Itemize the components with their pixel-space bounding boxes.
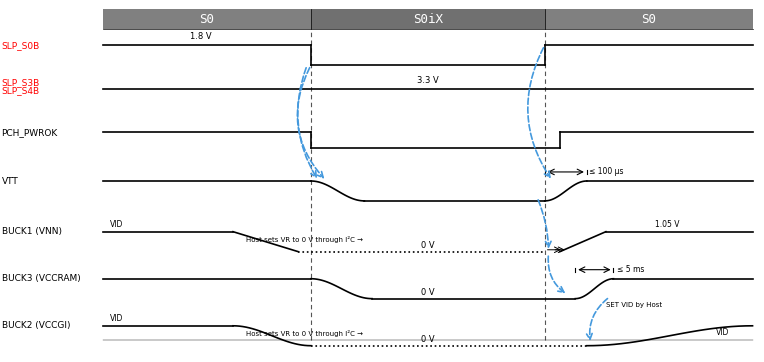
Text: 0 V: 0 V (421, 241, 435, 250)
Text: S0: S0 (641, 13, 656, 25)
Text: 3.3 V: 3.3 V (417, 76, 439, 85)
Text: S0iX: S0iX (413, 13, 443, 25)
Text: ≤ 100 µs: ≤ 100 µs (589, 168, 623, 176)
Text: VID: VID (110, 220, 123, 229)
Text: ≤ 5 ms: ≤ 5 ms (617, 265, 645, 274)
Text: BUCK3 (VCCRAM): BUCK3 (VCCRAM) (2, 274, 80, 283)
Text: VID: VID (110, 314, 123, 323)
Text: 0 V: 0 V (421, 288, 435, 297)
Text: BUCK2 (VCCGI): BUCK2 (VCCGI) (2, 321, 70, 330)
Text: SLP_S0B: SLP_S0B (2, 41, 40, 50)
Text: 1.8 V: 1.8 V (189, 32, 212, 41)
Text: Host sets VR to 0 V through I²C →: Host sets VR to 0 V through I²C → (246, 330, 363, 337)
Text: PCH_PWROK: PCH_PWROK (2, 128, 58, 136)
Text: SLP_S3B: SLP_S3B (2, 78, 40, 87)
Bar (311, 9, 545, 29)
Text: BUCK1 (VNN): BUCK1 (VNN) (2, 227, 62, 236)
Text: S0: S0 (199, 13, 215, 25)
Text: Host sets VR to 0 V through I²C →: Host sets VR to 0 V through I²C → (246, 236, 363, 243)
Text: VTT: VTT (2, 177, 18, 185)
Text: SLP_S4B: SLP_S4B (2, 86, 40, 95)
Text: SET VID by Host: SET VID by Host (606, 302, 662, 308)
Text: 0 V: 0 V (421, 335, 435, 344)
Text: VID: VID (716, 328, 730, 337)
Text: 1.05 V: 1.05 V (656, 220, 680, 229)
Bar (103, 9, 311, 29)
Bar (545, 9, 753, 29)
